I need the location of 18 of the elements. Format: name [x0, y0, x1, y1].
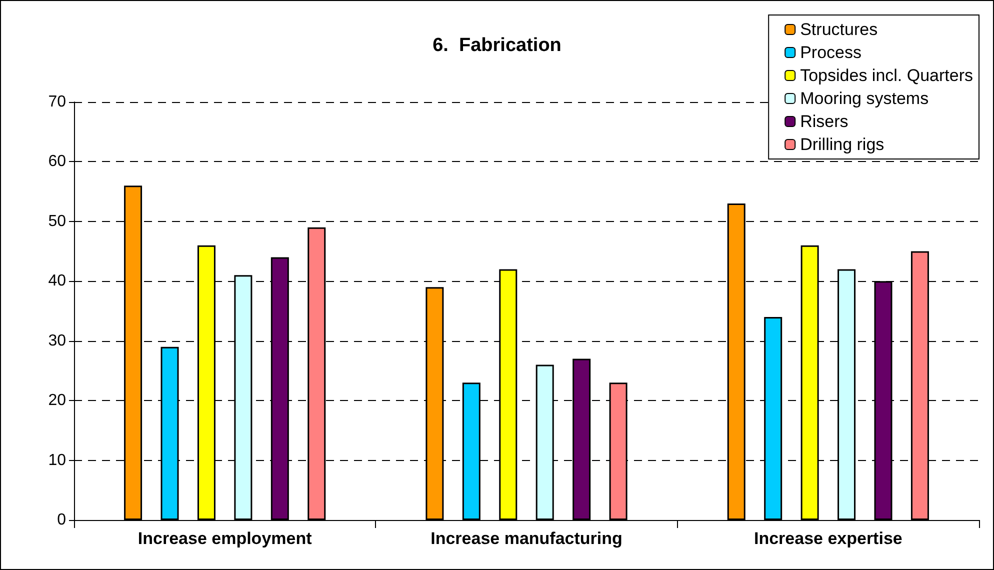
- y-tick-label: 20: [48, 392, 66, 410]
- legend-label: Process: [800, 43, 862, 62]
- x-tick-label: Increase manufacturing: [430, 529, 622, 548]
- y-tick-label: 10: [48, 452, 66, 469]
- y-tick-label: 60: [48, 153, 66, 170]
- y-tick-label: 50: [48, 212, 66, 230]
- x-tick-label: Increase expertise: [754, 529, 902, 548]
- y-tick-label: 70: [48, 94, 66, 110]
- legend-label: Drilling rigs: [800, 135, 884, 154]
- y-tick-label: 0: [57, 512, 66, 528]
- legend-label: Mooring systems: [800, 89, 929, 108]
- legend-label: Topsides incl. Quarters: [800, 66, 973, 85]
- chart-title: 6. Fabrication: [432, 35, 562, 56]
- x-tick-label: Increase employment: [138, 529, 312, 548]
- y-tick-label: 30: [48, 332, 66, 350]
- y-tick-label: 40: [48, 272, 66, 290]
- legend-label: Structures: [800, 20, 878, 39]
- legend-label: Risers: [800, 112, 848, 131]
